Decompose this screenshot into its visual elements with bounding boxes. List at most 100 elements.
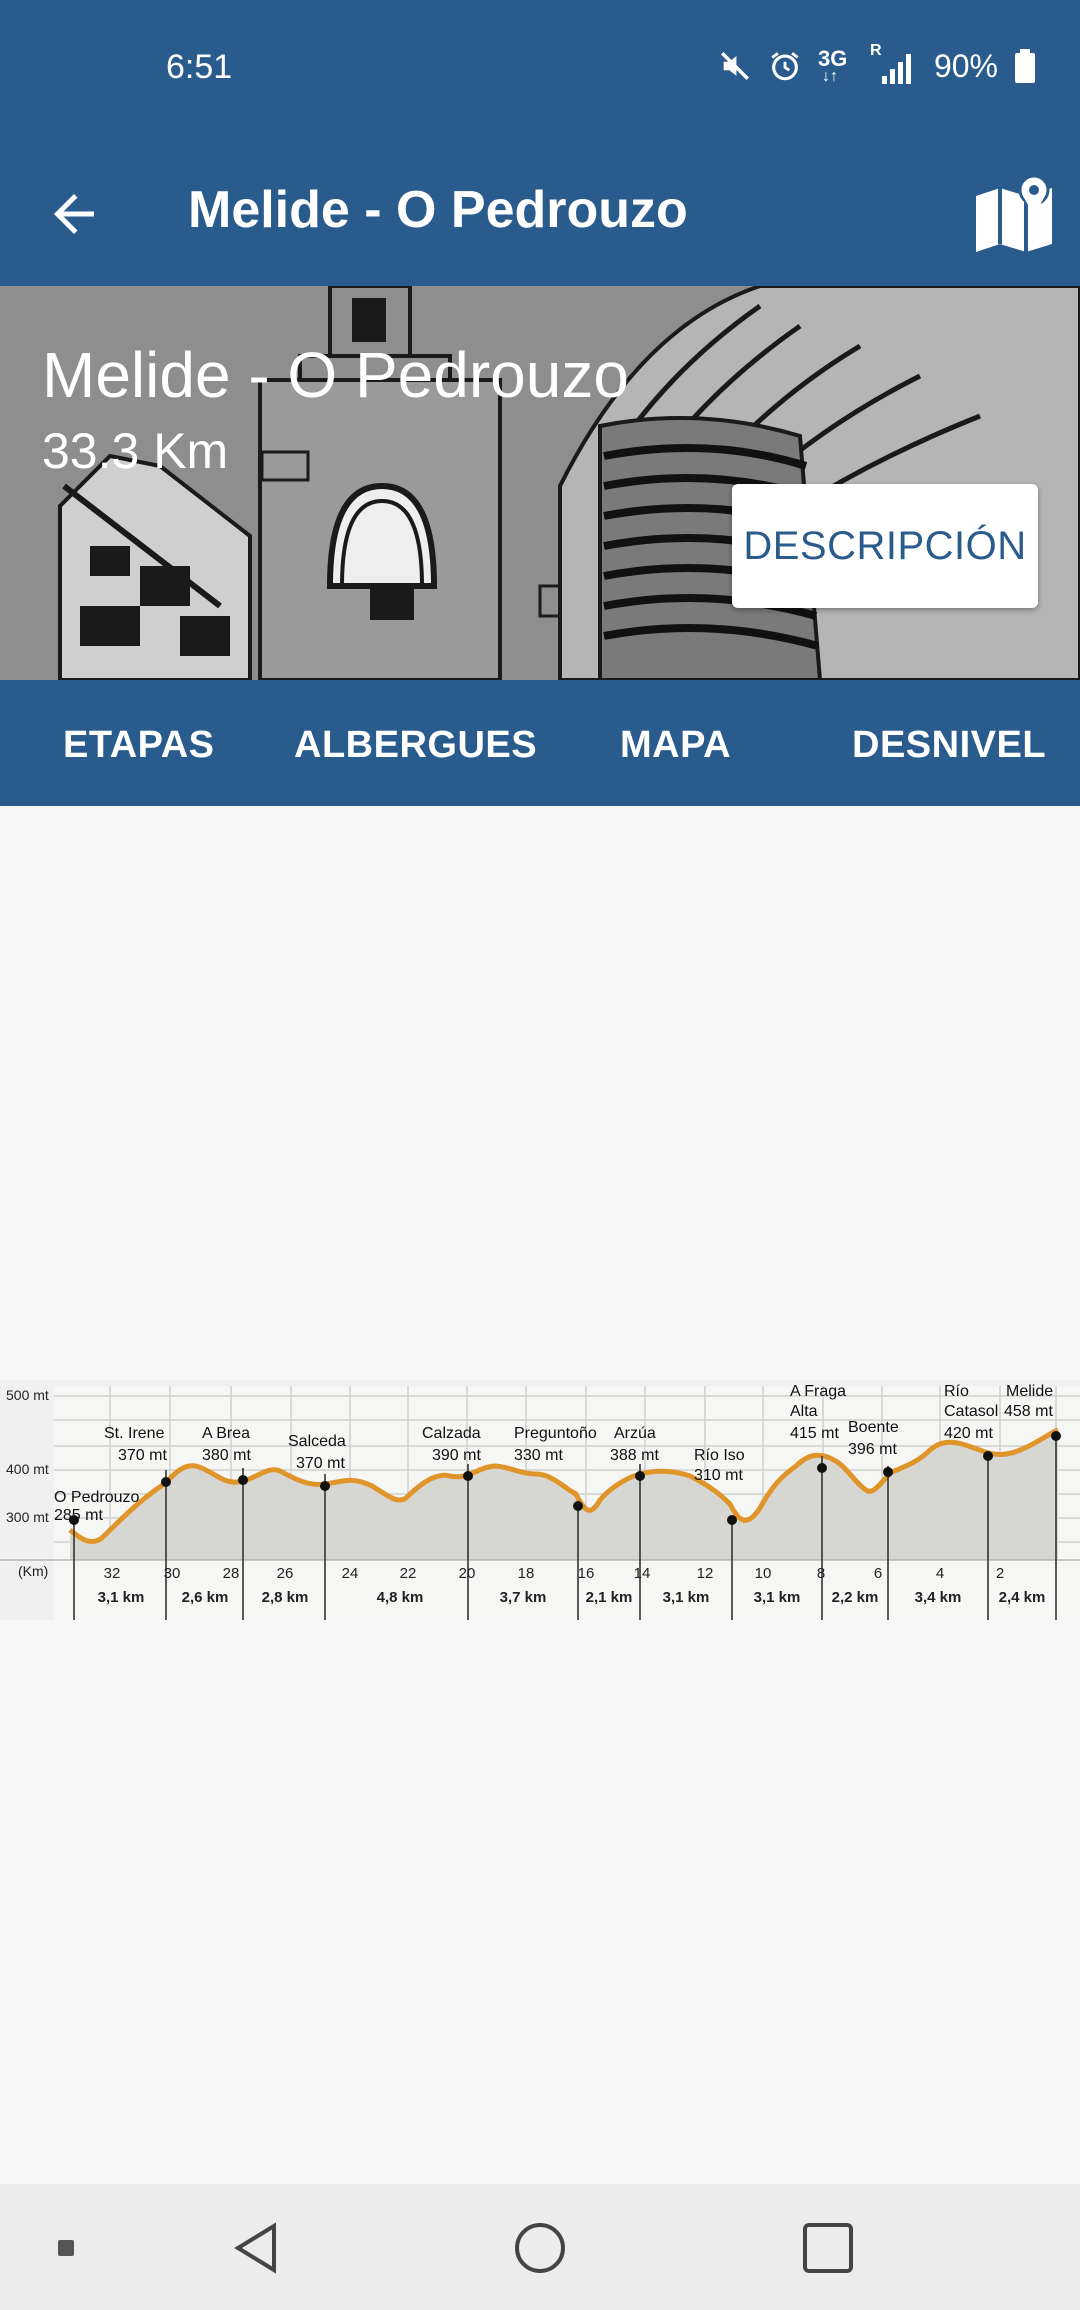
y-tick: 300 mt <box>6 1509 49 1525</box>
segment-distance: 4,8 km <box>377 1589 424 1606</box>
stop-marker <box>238 1475 248 1485</box>
content-area: 500 mt 400 mt 300 mt (Km) 32 30 28 26 24… <box>0 806 1080 2184</box>
x-tick: 12 <box>697 1565 714 1582</box>
place-label: Preguntoño <box>514 1425 597 1442</box>
arrow-left-icon[interactable] <box>44 184 104 244</box>
place-elev: 458 mt <box>1004 1403 1053 1420</box>
place-label: Río Iso <box>694 1447 745 1464</box>
segment-dividers <box>73 1434 1057 1620</box>
stop-marker <box>463 1471 473 1481</box>
stop-marker <box>1051 1431 1061 1441</box>
hero-title: Melide - O Pedrouzo <box>42 339 629 411</box>
tab-mapa[interactable]: MAPA <box>620 724 732 766</box>
description-button[interactable]: DESCRIPCIÓN <box>732 484 1038 608</box>
segment-distance: 2,2 km <box>832 1589 879 1606</box>
stop-marker <box>983 1451 993 1461</box>
elevation-chart: 500 mt 400 mt 300 mt (Km) 32 30 28 26 24… <box>0 1383 1080 1620</box>
place-label: Alta <box>790 1403 818 1420</box>
segment-distance: 3,4 km <box>915 1589 962 1606</box>
battery-percent: 90% <box>933 47 998 84</box>
elevation-profile: 500 mt 400 mt 300 mt (Km) 32 30 28 26 24… <box>0 1380 1080 1620</box>
segment-distance: 2,1 km <box>586 1589 633 1606</box>
stage-illustration <box>58 286 1080 680</box>
x-tick: 16 <box>578 1565 595 1582</box>
place-label: Melide <box>1006 1383 1053 1400</box>
status-time: 6:51 <box>166 48 233 86</box>
y-tick: 400 mt <box>6 1461 49 1477</box>
x-tick: 28 <box>223 1565 240 1582</box>
place-label: Río <box>944 1383 969 1400</box>
place-elev: 380 mt <box>202 1447 251 1464</box>
place-label: St. Irene <box>104 1425 165 1442</box>
stop-marker <box>635 1471 645 1481</box>
y-tick: 500 mt <box>6 1387 49 1403</box>
segment-distance: 2,4 km <box>999 1589 1046 1606</box>
place-elev: 420 mt <box>944 1425 993 1442</box>
place-elev: 396 mt <box>848 1441 897 1458</box>
place-elev: 330 mt <box>514 1447 563 1464</box>
tab-desnivel[interactable]: DESNIVEL <box>852 724 1047 766</box>
hero-banner: Melide - O Pedrouzo 33.3 Km DESCRIPCIÓN <box>0 286 1080 680</box>
km-band <box>54 1560 1080 1620</box>
signal-icon <box>881 54 911 84</box>
segment-distance: 2,6 km <box>182 1589 229 1606</box>
segment-distance: 2,8 km <box>262 1589 309 1606</box>
app-bar: Melide - O Pedrouzo <box>0 140 1080 286</box>
x-tick: 22 <box>400 1565 417 1582</box>
segment-distance: 3,7 km <box>500 1589 547 1606</box>
x-tick: 6 <box>874 1565 882 1582</box>
place-elev: 415 mt <box>790 1425 839 1442</box>
km-unit: (Km) <box>18 1563 48 1579</box>
stop-marker <box>320 1481 330 1491</box>
stop-marker <box>817 1463 827 1473</box>
x-tick: 20 <box>459 1565 476 1582</box>
place-elev: 370 mt <box>118 1447 167 1464</box>
home-circle-icon[interactable] <box>512 2220 568 2276</box>
x-tick: 26 <box>277 1565 294 1582</box>
back-triangle-icon[interactable] <box>228 2220 284 2276</box>
alarm-icon <box>771 52 799 81</box>
x-tick: 10 <box>755 1565 772 1582</box>
data-arrows-icon: 3G ↓↑ <box>817 46 848 85</box>
overview-square-icon[interactable] <box>800 2220 856 2276</box>
page-title: Melide - O Pedrouzo <box>188 181 688 239</box>
x-tick: 32 <box>104 1565 121 1582</box>
status-bar: 6:51 3G ↓↑ R 90% <box>0 0 1080 140</box>
tab-bar: ETAPAS ALBERGUES MAPA DESNIVEL <box>0 680 1080 806</box>
x-tick: 24 <box>342 1565 359 1582</box>
place-label: Arzúa <box>614 1425 656 1442</box>
place-label: O Pedrouzo <box>54 1489 139 1506</box>
roaming-indicator: R <box>870 42 918 86</box>
place-label: Salceda <box>288 1433 346 1450</box>
x-tick: 4 <box>936 1565 944 1582</box>
stop-marker <box>883 1467 893 1477</box>
place-label: A Brea <box>202 1425 250 1442</box>
tab-albergues[interactable]: ALBERGUES <box>294 724 538 766</box>
segment-distance: 3,1 km <box>663 1589 710 1606</box>
x-tick: 2 <box>996 1565 1004 1582</box>
place-elev: 285 mt <box>54 1507 103 1524</box>
place-elev: 388 mt <box>610 1447 659 1464</box>
segment-distance: 3,1 km <box>754 1589 801 1606</box>
stop-marker <box>727 1515 737 1525</box>
stop-marker <box>573 1501 583 1511</box>
battery-icon <box>1015 49 1035 83</box>
elevation-area <box>70 1430 1058 1560</box>
x-tick: 14 <box>634 1565 651 1582</box>
segment-distance: 3,1 km <box>98 1589 145 1606</box>
stop-marker <box>161 1477 171 1487</box>
x-tick: 8 <box>817 1565 825 1582</box>
x-tick: 18 <box>518 1565 535 1582</box>
map-pin-icon[interactable] <box>972 174 1056 254</box>
x-tick: 30 <box>164 1565 181 1582</box>
place-label: Catasol <box>944 1403 998 1420</box>
place-label: A Fraga <box>790 1383 846 1400</box>
tab-etapas[interactable]: ETAPAS <box>63 724 215 766</box>
place-elev: 370 mt <box>296 1455 345 1472</box>
mute-icon <box>721 52 749 80</box>
recent-dot-icon[interactable] <box>56 2238 76 2258</box>
hero-distance: 33.3 Km <box>42 423 229 479</box>
place-label: Boente <box>848 1419 899 1436</box>
place-label: Calzada <box>422 1425 481 1442</box>
place-elev: 310 mt <box>694 1467 743 1484</box>
